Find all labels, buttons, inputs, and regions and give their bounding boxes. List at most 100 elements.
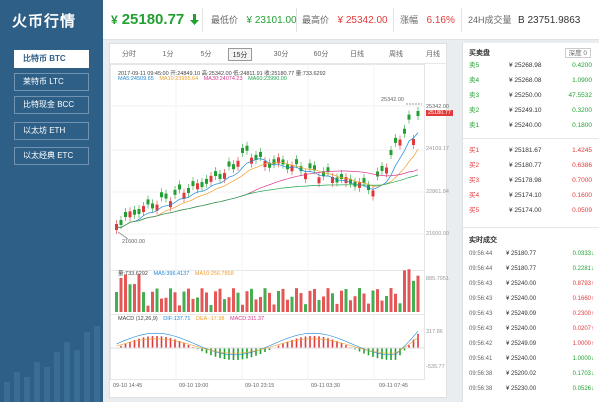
bid-row[interactable]: 买2 ¥ 25180.77 0.6386 <box>463 160 599 172</box>
bid-price: ¥ 25180.77 <box>509 162 542 169</box>
tab-30min[interactable]: 30分 <box>273 51 289 58</box>
trade-amount: 0.2300↑ <box>572 311 594 317</box>
last-price: ¥25180.77 <box>111 0 200 40</box>
volume-bar <box>281 288 285 312</box>
volume-bar <box>133 284 136 312</box>
tab-daily[interactable]: 日线 <box>350 51 364 58</box>
low-price-label: 最低价 <box>211 15 239 25</box>
tab-timeshare[interactable]: 分时 <box>122 51 136 58</box>
bid-amount: 1.4245 <box>572 147 592 154</box>
volume-bar <box>137 274 141 312</box>
ask-price: ¥ 25240.00 <box>509 122 542 129</box>
volume-bar <box>317 299 321 312</box>
volume-bar <box>344 289 348 312</box>
tab-15min[interactable]: 15分 <box>228 48 252 61</box>
volume-bar <box>236 292 240 312</box>
bid-row[interactable]: 买5 ¥ 25174.00 0.0509 <box>463 205 599 217</box>
tab-1min[interactable]: 1分 <box>162 51 174 58</box>
price-axis-label: 22861.84 <box>426 189 449 195</box>
ask-amount: 0.4200 <box>572 62 592 69</box>
volume-bar <box>164 297 168 312</box>
volume-legend: 量:733.6292 MA5:396.4137 MA10:256.7858 <box>118 269 238 277</box>
candle-body <box>353 181 357 187</box>
volume-bar <box>115 292 118 312</box>
sidebar-item-btc[interactable]: 比特币 BTC <box>14 50 89 68</box>
volume-bar <box>263 288 267 312</box>
bid-price: ¥ 25181.67 <box>509 147 542 154</box>
tab-monthly[interactable]: 月线 <box>426 51 440 58</box>
candle-body <box>124 212 127 218</box>
volume-bar <box>367 303 370 312</box>
bid-row[interactable]: 买3 ¥ 25178.98 0.7000 <box>463 175 599 187</box>
orderbook-title: 买卖盘 <box>469 50 490 57</box>
price-axis-label: 24109.17 <box>426 146 449 152</box>
candlestick-chart[interactable] <box>110 44 448 399</box>
candle-body <box>344 177 348 184</box>
low-price-value: ¥ 23101.00 <box>246 15 297 26</box>
trade-row: 09:56:38 ¥ 25200.02 0.1703↓ <box>463 368 599 380</box>
ask-row[interactable]: 卖4 ¥ 25268.08 1.0900 <box>463 75 599 87</box>
candle-body <box>133 209 136 215</box>
high-price-label: 最高价 <box>302 15 330 25</box>
bid-label: 买1 <box>469 147 480 154</box>
volume-bar <box>155 288 159 312</box>
bid-label: 买5 <box>469 207 480 214</box>
volume-bar <box>286 299 289 312</box>
candle-body <box>322 171 325 177</box>
volume-bar <box>299 293 303 312</box>
candle-body <box>169 201 172 208</box>
volume-bar <box>394 293 397 312</box>
candle-body <box>394 137 397 143</box>
candle-body <box>151 203 154 209</box>
tab-weekly[interactable]: 周线 <box>389 51 403 58</box>
tab-60min[interactable]: 60分 <box>313 51 329 58</box>
candle-body <box>313 165 316 171</box>
sidebar-item-etc[interactable]: 以太经典 ETC <box>14 147 89 165</box>
candle-body <box>178 184 181 190</box>
depth-select[interactable]: 深度 0 <box>564 48 591 58</box>
low-price: 最低价 ¥ 23101.00 <box>211 0 297 40</box>
trade-row: 09:56:43 ¥ 25240.00 0.0207↑ <box>463 323 599 335</box>
trade-row: 09:56:43 ¥ 25249.09 0.2300↑ <box>463 308 599 320</box>
trade-amount: 0.0207↑ <box>572 326 594 332</box>
candle-body <box>398 139 402 146</box>
ma10-value: MA10:23995.64 <box>159 76 199 82</box>
volume-bar <box>385 295 388 312</box>
macd-dea-line <box>116 337 419 354</box>
header-divider <box>202 8 203 32</box>
trade-price: ¥ 25240.00 <box>506 281 537 287</box>
trade-amount: 0.1703↓ <box>572 371 594 377</box>
market-depth-panel: 买卖盘 深度 0 卖5 ¥ 25268.98 0.4200 卖4 ¥ 25268.08… <box>462 43 599 402</box>
candle-body <box>286 164 289 170</box>
volume-bar <box>335 303 339 312</box>
volume-value: B 23751.9863 <box>518 15 581 26</box>
ma5-value: MA5:24509.65 <box>118 76 154 82</box>
volume-bar <box>268 292 271 312</box>
ask-row[interactable]: 卖3 ¥ 25250.00 47.5532 <box>463 90 599 102</box>
ask-row[interactable]: 卖1 ¥ 25240.00 0.1800 <box>463 120 599 132</box>
ask-row[interactable]: 卖2 ¥ 25249.10 0.3200 <box>463 105 599 117</box>
candle-body <box>362 177 366 183</box>
trade-row: 09:56:42 ¥ 25249.09 1.0000↑ <box>463 338 599 350</box>
tab-5min[interactable]: 5分 <box>200 51 212 58</box>
candle-body <box>367 185 370 191</box>
trade-time: 09:56:41 <box>469 356 493 362</box>
trade-row: 09:56:38 ¥ 25230.00 0.0526↓ <box>463 383 599 395</box>
candle-body <box>376 171 379 177</box>
bid-row[interactable]: 买1 ¥ 25181.67 1.4245 <box>463 145 599 157</box>
candle-body <box>403 128 406 134</box>
volume-bar <box>169 288 172 312</box>
ask-price: ¥ 25268.08 <box>509 77 542 84</box>
macd-axis-label: -535.77 <box>426 364 445 370</box>
volume-bar <box>416 275 420 312</box>
ask-row[interactable]: 卖5 ¥ 25268.98 0.4200 <box>463 60 599 72</box>
candle-body <box>218 173 222 179</box>
x-axis-tick: 09-10 14:45 <box>113 383 143 389</box>
price-change-label: 涨幅 <box>400 15 419 25</box>
sidebar-item-eth[interactable]: 以太坊 ETH <box>14 122 89 140</box>
bid-row[interactable]: 买4 ¥ 25174.10 0.1600 <box>463 190 599 202</box>
volume-bar <box>277 291 280 312</box>
sidebar-item-ltc[interactable]: 莱特币 LTC <box>14 73 89 91</box>
sidebar-item-bcc[interactable]: 比特现金 BCC <box>14 96 89 114</box>
